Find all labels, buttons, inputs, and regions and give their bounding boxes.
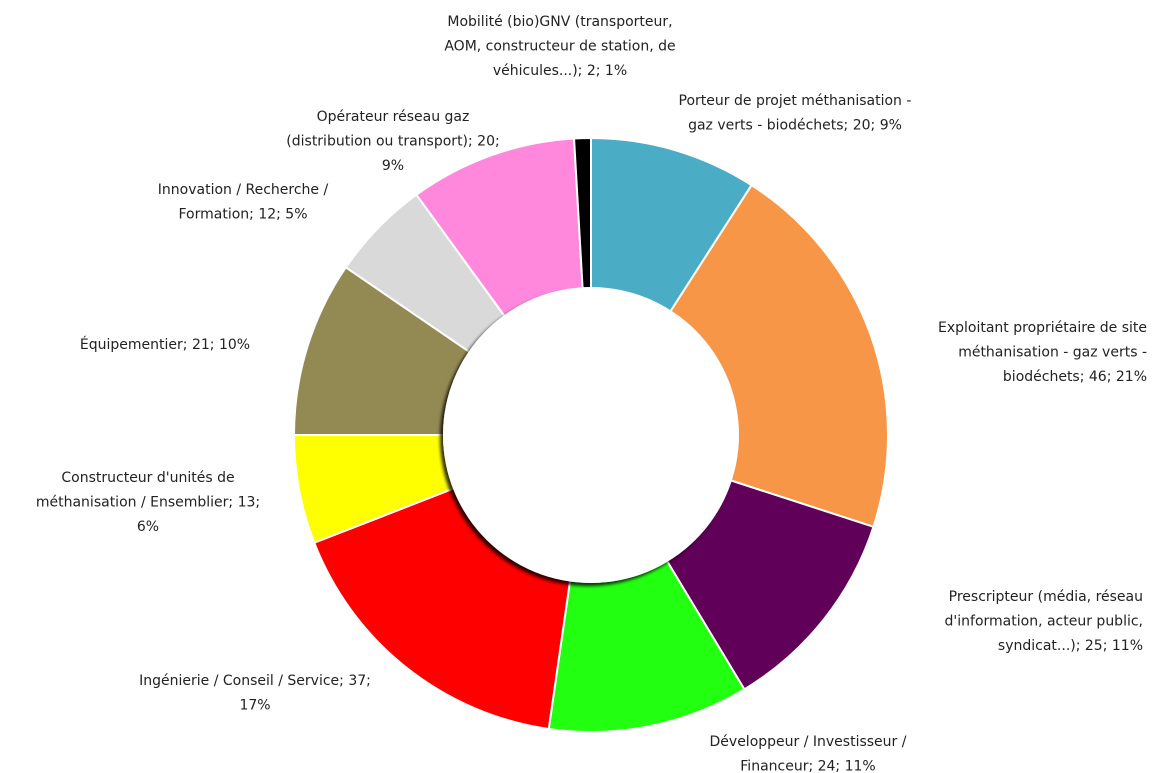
data-label: 17% [239, 698, 270, 714]
data-label: Constructeur d'unités de [61, 470, 234, 486]
data-label: biodéchets; 46; 21% [1003, 369, 1147, 385]
data-label: gaz verts - biodéchets; 20; 9% [688, 118, 902, 134]
data-label: véhicules...); 2; 1% [493, 63, 627, 79]
data-label: syndicat...); 25; 11% [998, 638, 1143, 654]
data-label: méthanisation / Ensemblier; 13; [36, 495, 260, 511]
data-label: Innovation / Recherche / [158, 182, 329, 198]
data-label: méthanisation - gaz verts - [958, 345, 1147, 361]
donut [292, 136, 889, 733]
data-label: Porteur de projet méthanisation - [679, 93, 912, 109]
data-label: AOM, constructeur de station, de [444, 39, 675, 55]
data-label: Opérateur réseau gaz [317, 109, 470, 125]
data-label: (distribution ou transport); 20; [286, 134, 499, 150]
data-label: Équipementier; 21; 10% [80, 336, 250, 353]
data-label: Formation; 12; 5% [178, 207, 307, 223]
data-label: Ingénierie / Conseil / Service; 37; [139, 673, 371, 689]
data-label: Mobilité (bio)GNV (transporteur, [447, 14, 672, 30]
data-label: 9% [382, 158, 404, 174]
labels: Porteur de projet méthanisation - gaz ver… [36, 14, 1147, 773]
data-label: d'information, acteur public, [945, 614, 1143, 630]
data-label: Exploitant propriétaire de site [938, 320, 1147, 336]
data-label: Développeur / Investisseur / [710, 734, 907, 750]
data-label: 6% [137, 519, 159, 535]
data-label: Prescripteur (média, réseau [949, 589, 1143, 605]
donut-hole [443, 287, 739, 583]
data-label: Financeur; 24; 11% [740, 759, 875, 773]
